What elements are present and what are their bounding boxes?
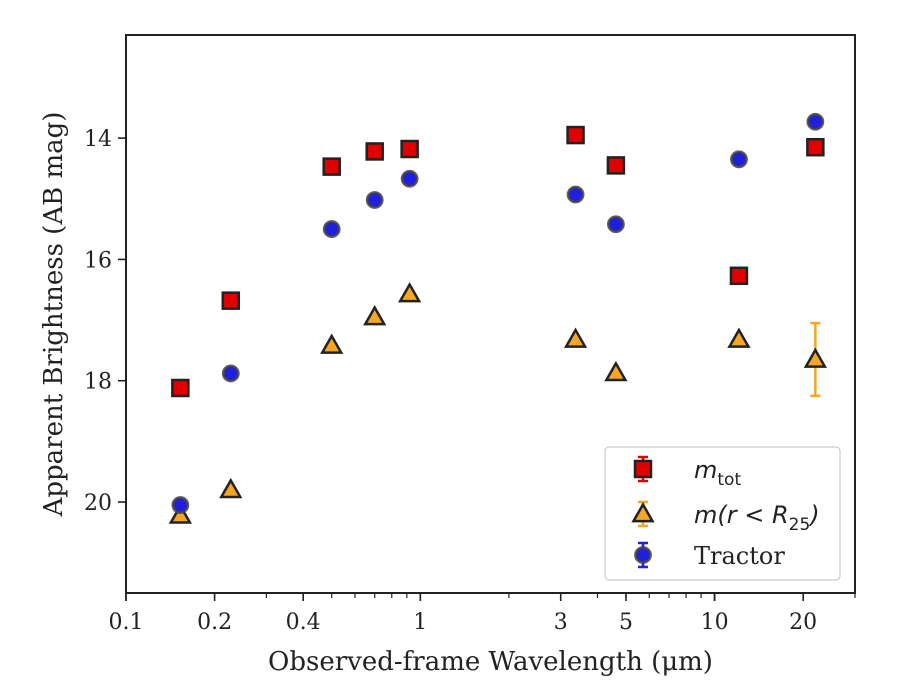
legend-label: mtot xyxy=(694,456,741,490)
data-point xyxy=(563,327,588,348)
x-axis: 0.1 0.2 0.4 1 3 5 10 20 xyxy=(109,593,856,635)
plot-layer xyxy=(168,112,828,524)
y-tick-label: 18 xyxy=(84,370,112,395)
plot-frame xyxy=(125,34,856,594)
y-axis-label: Apparent Brightness (AB mag) xyxy=(39,112,69,518)
data-point xyxy=(400,169,419,188)
y-tick-label: 16 xyxy=(84,248,112,273)
x-tick-label: 5 xyxy=(619,610,633,635)
data-point xyxy=(727,327,751,348)
data-point xyxy=(365,142,384,161)
x-tick-label: 10 xyxy=(701,610,729,635)
data-point xyxy=(221,291,241,310)
x-tick-label: 1 xyxy=(413,610,427,635)
legend-box xyxy=(604,446,841,581)
data-point xyxy=(606,156,626,175)
data-point xyxy=(221,364,240,383)
legend-label: Tractor xyxy=(694,542,785,570)
data-point xyxy=(322,157,341,176)
x-tick-label: 3 xyxy=(554,610,568,635)
data-point xyxy=(803,347,828,368)
data-point xyxy=(363,305,387,326)
legend-marker xyxy=(634,546,652,564)
data-point xyxy=(168,503,193,524)
series-triangle xyxy=(168,281,828,524)
data-point xyxy=(729,266,749,286)
data-point xyxy=(322,220,341,238)
x-tick-label: 20 xyxy=(789,610,817,635)
data-point xyxy=(320,333,344,354)
data-point xyxy=(397,281,422,303)
data-point xyxy=(606,215,625,234)
data-point xyxy=(604,360,628,382)
data-point xyxy=(730,150,748,169)
legend-marker xyxy=(633,459,653,479)
data-point xyxy=(400,139,419,159)
x-axis-label: Observed-frame Wavelength (μm) xyxy=(268,647,713,677)
y-axis: 14 16 18 20 xyxy=(84,127,126,516)
data-point xyxy=(171,378,190,398)
x-tick-label: 0.2 xyxy=(197,610,232,635)
series-square xyxy=(171,125,825,398)
x-tick-label: 0.1 xyxy=(109,610,144,635)
legend: mtot m(r < R25) Tractor xyxy=(604,446,841,581)
data-point xyxy=(806,137,825,157)
data-point xyxy=(219,477,243,499)
series-circle xyxy=(171,112,825,514)
data-point xyxy=(171,496,190,514)
data-point xyxy=(566,125,585,145)
legend-marker xyxy=(631,501,655,523)
x-tick-label: 0.4 xyxy=(286,610,321,635)
legend-label: m(r < R25) xyxy=(694,501,820,535)
data-point xyxy=(806,112,825,131)
data-point xyxy=(365,191,384,209)
y-tick-label: 14 xyxy=(84,127,112,152)
data-point xyxy=(566,185,585,204)
y-tick-label: 20 xyxy=(84,491,112,516)
